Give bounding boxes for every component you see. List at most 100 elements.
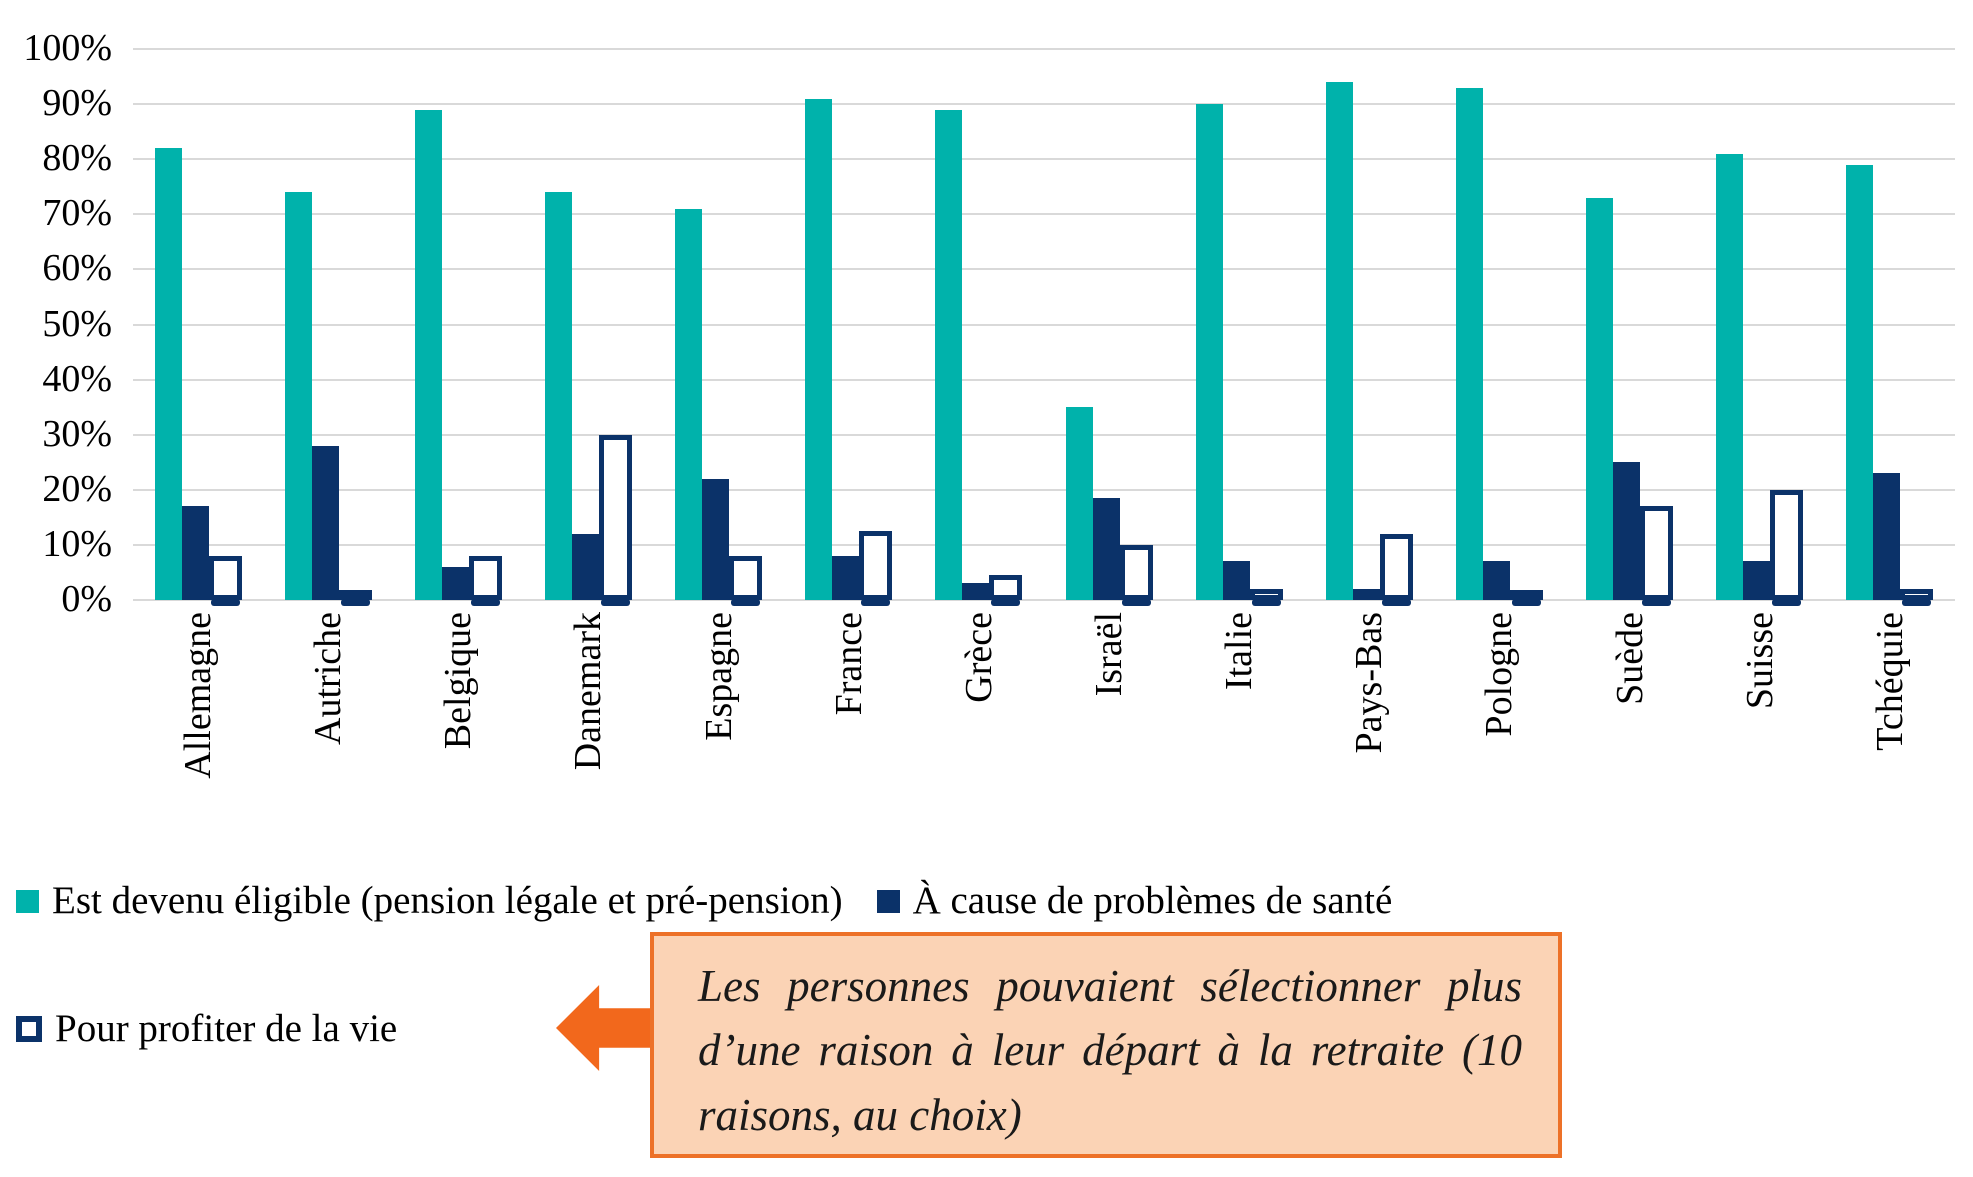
category-label-pays-bas: Pays-Bas: [1348, 612, 1391, 754]
gridline-10: [133, 543, 1955, 546]
y-tick-label-100: 100%: [23, 27, 112, 69]
category-label-suisse: Suisse: [1738, 612, 1781, 710]
bar-series0-tchéquie: [1846, 165, 1874, 600]
category-cell-israël: Israël: [1044, 612, 1174, 867]
bar-series0-israël: [1065, 407, 1093, 600]
bar-series0-pays-bas: [1325, 82, 1353, 600]
bar-series1-belgique: [441, 567, 469, 600]
y-tick-label-60: 60%: [42, 247, 112, 290]
bar-series2-belgique: [468, 556, 502, 606]
outlined-bar-base: [1251, 599, 1281, 606]
category-cell-belgique: Belgique: [393, 612, 523, 867]
category-cell-tchéquie: Tchéquie: [1825, 612, 1955, 867]
category-label-danemark: Danemark: [567, 612, 610, 771]
gridline-60: [133, 268, 1955, 271]
gridline-100: [133, 48, 1955, 50]
annotation-text: Les personnes pouvaient sélectionner plu…: [698, 961, 1522, 1140]
gridline-40: [133, 378, 1955, 381]
outlined-bar-base: [210, 599, 240, 606]
bar-group-espagne: [654, 49, 784, 606]
bar-series2-israël: [1119, 545, 1153, 606]
bar-group-suède: [1565, 49, 1695, 606]
x-axis-category-labels: Allemagne Autriche Belgique Danemark Espagne…: [133, 612, 1955, 867]
bar-series2-grèce: [989, 575, 1023, 606]
legend-row-1: Est devenu éligible (pension légale et p…: [16, 878, 1392, 924]
bar-series1-autriche: [311, 446, 339, 600]
category-cell-italie: Italie: [1174, 612, 1304, 867]
outlined-bar-base: [731, 599, 761, 606]
bar-series1-allemagne: [181, 506, 209, 600]
bar-series2-autriche: [338, 590, 372, 606]
bar-group-grèce: [914, 49, 1044, 606]
outlined-bar-base: [1511, 599, 1541, 606]
y-tick-label-10: 10%: [42, 522, 112, 565]
category-label-grèce: Grèce: [957, 612, 1000, 703]
outlined-bar-base: [600, 599, 630, 606]
bar-series2-tchéquie: [1900, 589, 1934, 606]
bar-series0-allemagne: [154, 148, 182, 600]
bar-series0-danemark: [544, 192, 572, 600]
bar-series0-autriche: [284, 192, 312, 600]
category-label-allemagne: Allemagne: [177, 612, 220, 779]
outlined-bar-base: [861, 599, 891, 606]
outlined-bar-base: [991, 599, 1021, 606]
bar-series2-danemark: [598, 435, 632, 606]
bar-series0-suisse: [1716, 154, 1744, 600]
bar-series0-grèce: [935, 110, 963, 600]
callout-left-arrow-icon: [556, 985, 654, 1071]
bar-group-danemark: [523, 49, 653, 606]
y-tick-label-0: 0%: [61, 578, 112, 620]
category-label-pologne: Pologne: [1478, 612, 1521, 737]
bar-group-italie: [1174, 49, 1304, 606]
category-label-autriche: Autriche: [307, 612, 350, 745]
bar-group-allemagne: [133, 49, 263, 606]
bar-series0-espagne: [675, 209, 703, 600]
category-label-suède: Suède: [1608, 612, 1651, 705]
category-label-israël: Israël: [1088, 612, 1131, 697]
bar-series1-italie: [1222, 561, 1250, 600]
bar-series2-pays-bas: [1379, 534, 1413, 606]
y-tick-label-20: 20%: [42, 467, 112, 510]
outlined-bar-base: [1381, 599, 1411, 606]
outlined-bar-base: [1121, 599, 1151, 606]
bar-group-belgique: [393, 49, 523, 606]
bar-series1-pays-bas: [1352, 589, 1380, 600]
y-tick-label-50: 50%: [42, 302, 112, 345]
category-label-tchéquie: Tchéquie: [1868, 612, 1911, 751]
gridline-0: [133, 599, 1955, 601]
category-label-france: France: [827, 612, 870, 716]
gridline-20: [133, 488, 1955, 491]
bar-group-israël: [1044, 49, 1174, 606]
legend-swatch-teal: [16, 889, 39, 913]
legend-swatch-outlined: [16, 1016, 42, 1042]
category-label-espagne: Espagne: [697, 612, 740, 741]
bar-series1-france: [832, 556, 860, 600]
bar-series2-espagne: [729, 556, 763, 606]
bar-group-france: [784, 49, 914, 606]
bar-series2-france: [859, 531, 893, 606]
bar-series1-tchéquie: [1873, 473, 1901, 600]
bar-group-tchéquie: [1825, 49, 1955, 606]
gridline-50: [133, 323, 1955, 326]
category-cell-danemark: Danemark: [523, 612, 653, 867]
y-tick-label-70: 70%: [42, 192, 112, 235]
bar-series1-grèce: [962, 583, 990, 600]
bar-series1-danemark: [571, 534, 599, 600]
legend-item-profiter: Pour profiter de la vie: [16, 1006, 397, 1052]
bar-group-suisse: [1695, 49, 1825, 606]
legend-label-profiter: Pour profiter de la vie: [55, 1007, 398, 1050]
bar-series1-suisse: [1743, 561, 1771, 600]
bar-series2-italie: [1249, 589, 1283, 606]
bar-series1-espagne: [702, 479, 730, 600]
category-cell-espagne: Espagne: [654, 612, 784, 867]
outlined-bar-base: [1902, 599, 1932, 606]
category-cell-pays-bas: Pays-Bas: [1304, 612, 1434, 867]
gridline-70: [133, 213, 1955, 216]
bar-series2-allemagne: [208, 556, 242, 606]
bar-groups: [133, 49, 1955, 606]
category-cell-autriche: Autriche: [263, 612, 393, 867]
legend-item-eligible: Est devenu éligible (pension légale et p…: [16, 878, 843, 924]
bar-group-pologne: [1434, 49, 1564, 606]
bar-series2-suisse: [1770, 490, 1804, 606]
category-cell-france: France: [784, 612, 914, 867]
